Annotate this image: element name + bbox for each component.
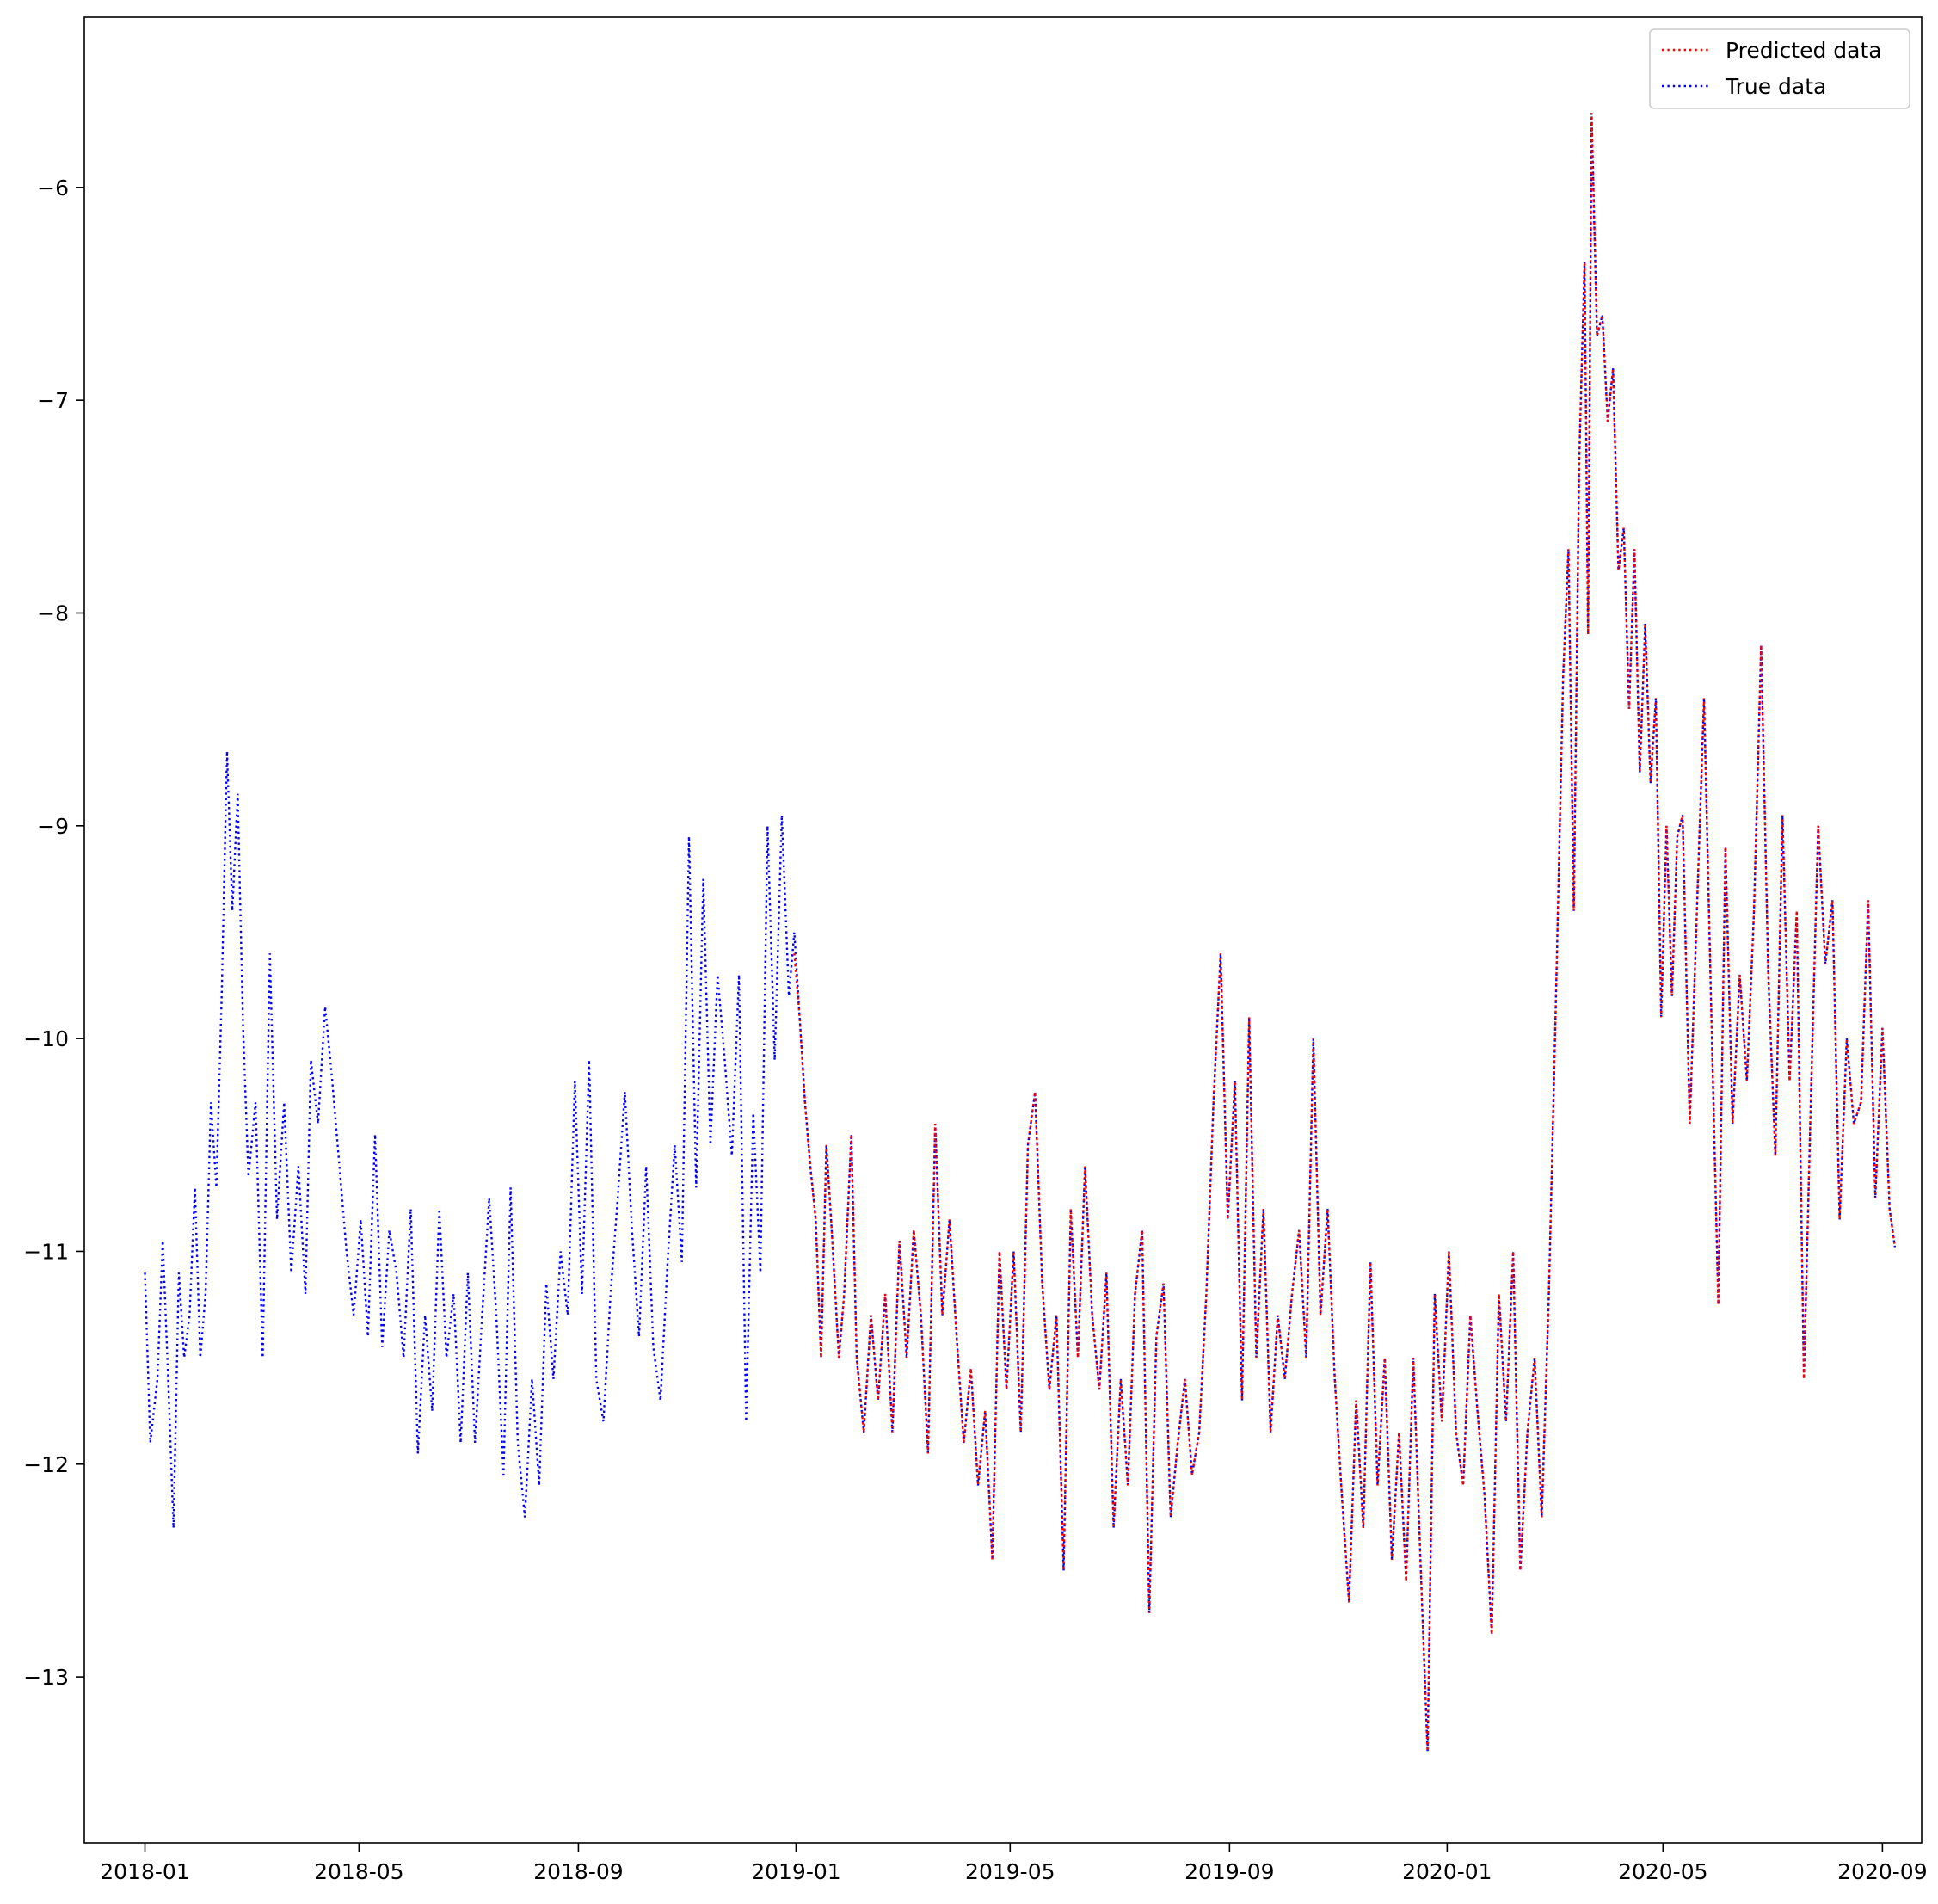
series-layer <box>144 113 1897 1752</box>
y-tick-label: −12 <box>23 1452 69 1477</box>
x-tick-label: 2020-01 <box>1402 1859 1492 1884</box>
y-tick-label: −8 <box>37 601 69 625</box>
y-tick-label: −11 <box>23 1239 69 1264</box>
legend-box <box>1649 28 1910 109</box>
axes-frame <box>83 16 1923 1844</box>
x-tick-label: 2018-01 <box>100 1859 189 1884</box>
x-tick-label: 2018-09 <box>533 1859 623 1884</box>
x-tick-label: 2020-05 <box>1618 1859 1707 1884</box>
x-tick-label: 2020-09 <box>1837 1859 1927 1884</box>
y-tick-label: −10 <box>23 1026 69 1051</box>
legend: Predicted data True data <box>1649 28 1910 109</box>
axes-layer: 2018-01 2018-05 2018-09 2019-01 2019-05 2019-… <box>23 16 1928 1884</box>
y-tick-label: −6 <box>37 176 69 200</box>
legend-label-predicted: Predicted data <box>1726 38 1882 63</box>
x-tick-label: 2019-09 <box>1184 1859 1274 1884</box>
y-tick-label: −13 <box>23 1665 69 1690</box>
x-tick-label: 2019-01 <box>751 1859 840 1884</box>
legend-label-true: True data <box>1725 74 1826 99</box>
x-tick-label: 2019-05 <box>965 1859 1055 1884</box>
y-tick-label: −7 <box>37 388 69 413</box>
x-tick-label: 2018-05 <box>314 1859 403 1884</box>
y-tick-label: −9 <box>37 814 69 839</box>
series-line-predicted <box>793 113 1897 1752</box>
